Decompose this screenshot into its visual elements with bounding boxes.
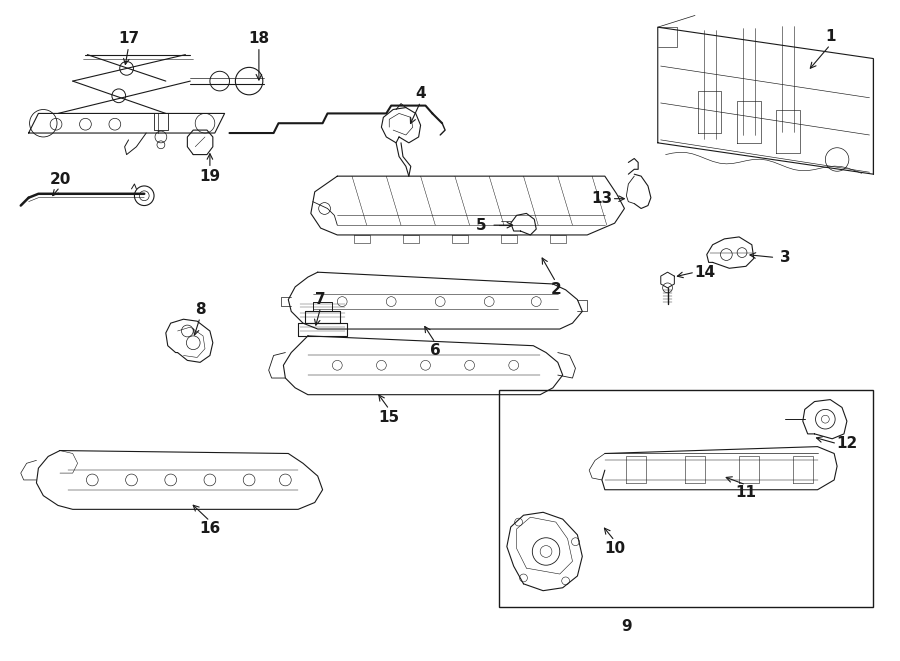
Text: 1: 1 [825, 30, 835, 44]
Text: 9: 9 [621, 619, 632, 635]
Text: 6: 6 [430, 343, 441, 358]
Text: 15: 15 [379, 410, 400, 425]
Text: 2: 2 [551, 282, 562, 297]
Text: 16: 16 [199, 522, 220, 537]
Text: 11: 11 [735, 485, 757, 500]
Bar [499, 390, 873, 607]
Text: 19: 19 [199, 169, 220, 184]
Text: 8: 8 [194, 302, 205, 317]
Text: 5: 5 [476, 217, 487, 233]
Text: 12: 12 [836, 436, 858, 451]
Text: 10: 10 [604, 541, 626, 556]
Text: 20: 20 [50, 172, 70, 186]
Text: 3: 3 [779, 250, 790, 265]
Text: 18: 18 [248, 32, 269, 46]
Text: 13: 13 [591, 191, 613, 206]
Text: 7: 7 [315, 292, 326, 307]
Text: 14: 14 [694, 264, 716, 280]
Text: 17: 17 [118, 32, 140, 46]
Text: 4: 4 [415, 87, 426, 101]
